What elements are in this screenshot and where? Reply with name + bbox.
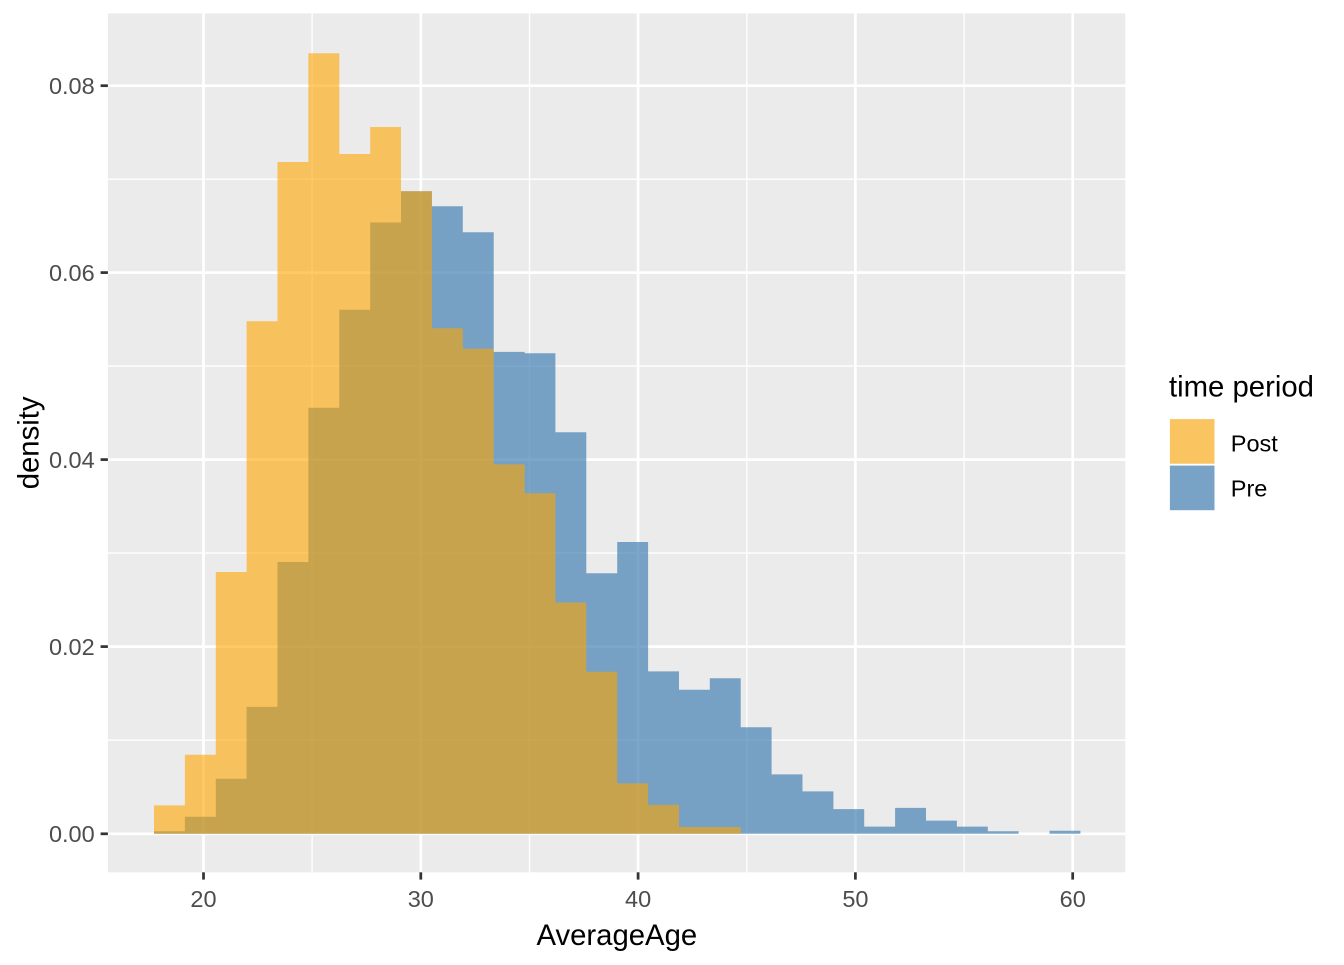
svg-text:0.08: 0.08 [49, 73, 95, 99]
svg-text:50: 50 [842, 886, 868, 912]
svg-text:40: 40 [625, 886, 651, 912]
svg-text:20: 20 [190, 886, 216, 912]
svg-text:time period: time period [1169, 371, 1314, 404]
svg-text:30: 30 [408, 886, 434, 912]
svg-text:AverageAge: AverageAge [536, 919, 697, 952]
svg-text:0.04: 0.04 [49, 447, 95, 473]
svg-text:60: 60 [1060, 886, 1086, 912]
svg-text:Post: Post [1231, 431, 1278, 457]
svg-text:0.02: 0.02 [49, 634, 95, 660]
svg-text:Pre: Pre [1231, 475, 1268, 501]
svg-text:0.00: 0.00 [49, 821, 95, 847]
svg-text:density: density [13, 396, 46, 489]
svg-text:0.06: 0.06 [49, 260, 95, 286]
